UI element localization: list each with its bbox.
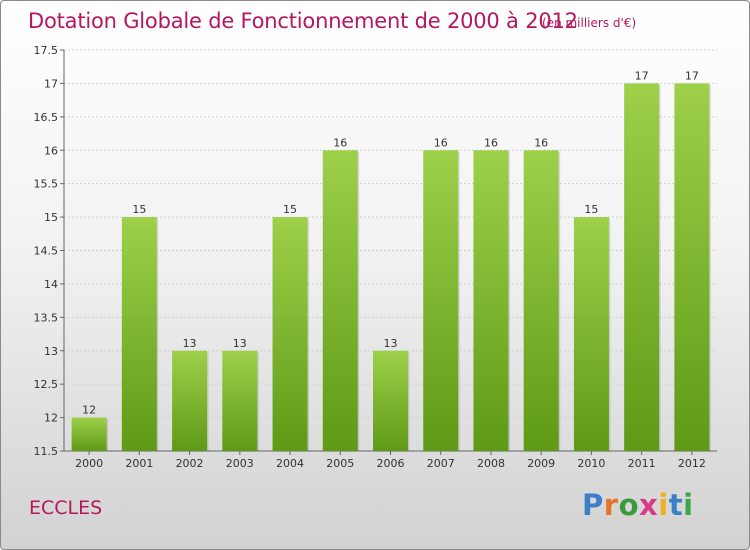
data-label: 15 bbox=[283, 203, 297, 216]
x-tick-label: 2011 bbox=[628, 457, 656, 470]
bar bbox=[573, 217, 609, 451]
bar bbox=[523, 150, 559, 451]
data-label: 16 bbox=[333, 136, 347, 149]
y-tick-label: 16 bbox=[44, 144, 58, 157]
bar bbox=[272, 217, 308, 451]
chart-unit: (en milliers d'€) bbox=[542, 16, 637, 30]
data-label: 17 bbox=[635, 69, 649, 82]
logo-letter: o bbox=[618, 488, 640, 522]
data-label: 16 bbox=[434, 136, 448, 149]
data-label: 15 bbox=[132, 203, 146, 216]
x-tick-label: 2004 bbox=[276, 457, 304, 470]
x-tick-label: 2003 bbox=[226, 457, 254, 470]
bar bbox=[373, 350, 408, 451]
y-tick-label: 12 bbox=[44, 412, 58, 425]
logo-letter: P bbox=[582, 488, 604, 522]
logo-letter: x bbox=[639, 488, 659, 522]
data-label: 12 bbox=[82, 404, 96, 417]
x-tick-label: 2009 bbox=[527, 457, 555, 470]
y-tick-label: 12.5 bbox=[34, 378, 59, 391]
bar bbox=[423, 150, 459, 451]
x-tick-label: 2012 bbox=[678, 457, 706, 470]
bar bbox=[222, 350, 258, 451]
logo-letter: t bbox=[668, 488, 684, 522]
y-tick-label: 17.5 bbox=[34, 44, 59, 57]
logo-letter: i bbox=[658, 488, 669, 522]
data-label: 13 bbox=[233, 337, 247, 350]
x-tick-label: 2000 bbox=[75, 457, 103, 470]
y-tick-label: 13 bbox=[44, 345, 58, 358]
logo-letter: r bbox=[603, 488, 619, 522]
y-tick-label: 15.5 bbox=[34, 178, 59, 191]
bar bbox=[624, 83, 660, 452]
commune-name: ECCLES bbox=[29, 497, 103, 519]
bar bbox=[473, 150, 509, 451]
x-tick-label: 2008 bbox=[477, 457, 505, 470]
proxiti-logo: Proxiti bbox=[582, 488, 694, 522]
data-label: 16 bbox=[534, 136, 548, 149]
y-tick-label: 11.5 bbox=[34, 445, 59, 458]
bar bbox=[172, 350, 208, 451]
x-tick-label: 2001 bbox=[125, 457, 153, 470]
data-label: 15 bbox=[584, 203, 598, 216]
bar bbox=[71, 417, 107, 451]
logo-letter: i bbox=[683, 488, 694, 522]
x-tick-label: 2010 bbox=[577, 457, 605, 470]
chart-title: Dotation Globale de Fonctionnement de 20… bbox=[28, 9, 578, 33]
y-tick-label: 13.5 bbox=[34, 311, 59, 324]
x-tick-label: 2007 bbox=[427, 457, 455, 470]
y-tick-label: 17 bbox=[44, 77, 58, 90]
y-tick-label: 14.5 bbox=[34, 245, 59, 258]
bar bbox=[121, 217, 157, 451]
x-tick-label: 2002 bbox=[176, 457, 204, 470]
bar bbox=[674, 83, 710, 452]
x-tick-label: 2005 bbox=[326, 457, 354, 470]
y-tick-label: 15 bbox=[44, 211, 58, 224]
y-tick-label: 14 bbox=[44, 278, 58, 291]
bar bbox=[322, 150, 358, 451]
data-label: 13 bbox=[384, 337, 398, 350]
data-label: 13 bbox=[183, 337, 197, 350]
data-label: 16 bbox=[484, 136, 498, 149]
data-label: 17 bbox=[685, 69, 699, 82]
y-tick-label: 16.5 bbox=[34, 111, 59, 124]
x-tick-label: 2006 bbox=[377, 457, 405, 470]
